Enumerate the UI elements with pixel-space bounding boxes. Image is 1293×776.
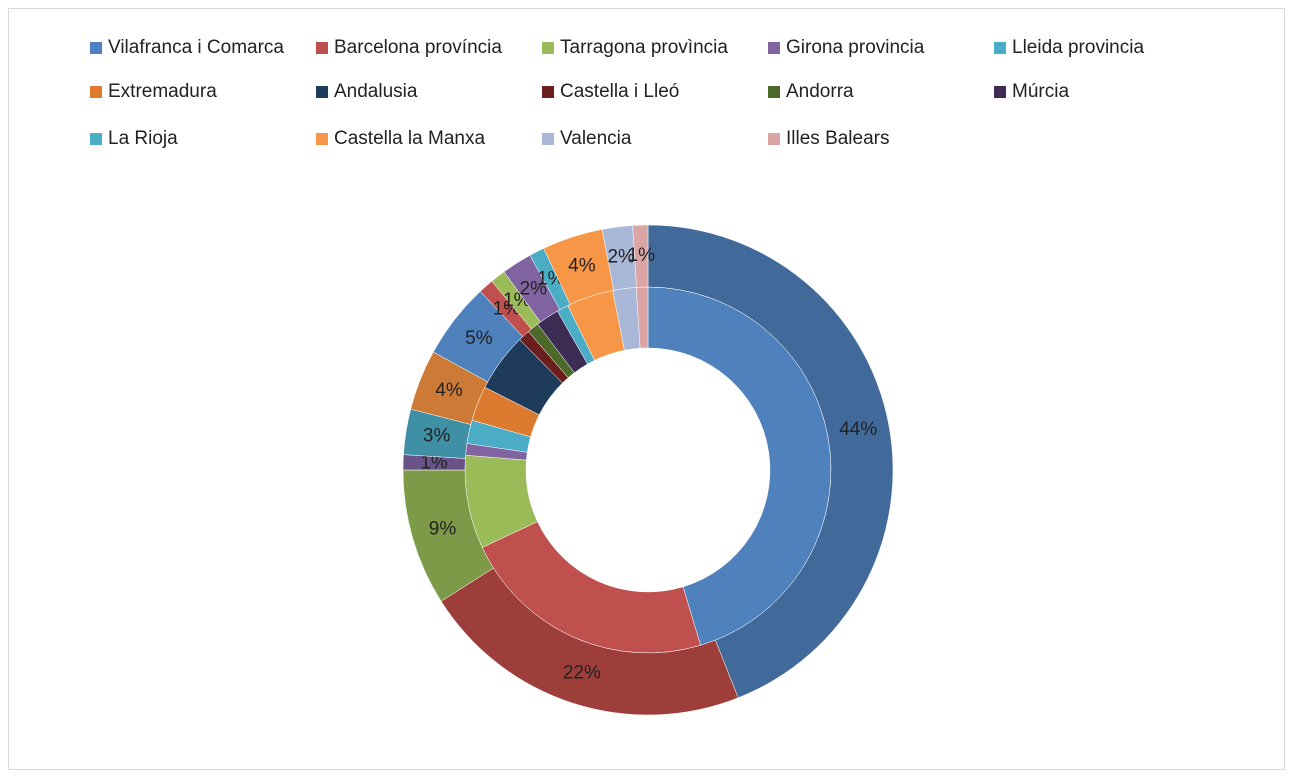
legend-swatch <box>768 86 780 98</box>
legend-swatch <box>994 86 1006 98</box>
legend-label: Lleida provincia <box>1012 37 1144 58</box>
legend-label: Extremadura <box>108 81 217 102</box>
legend-swatch <box>768 133 780 145</box>
legend-label: Castella la Manxa <box>334 128 485 149</box>
data-label: 4% <box>568 255 596 276</box>
data-label: 2% <box>520 278 548 299</box>
data-label: 4% <box>435 380 463 401</box>
legend-label: Barcelona província <box>334 37 502 58</box>
legend-swatch <box>90 133 102 145</box>
data-label: 22% <box>563 663 601 684</box>
data-label: 1% <box>628 245 656 266</box>
data-label: 3% <box>423 426 451 447</box>
legend-label: Illes Balears <box>786 128 890 149</box>
legend-swatch <box>90 86 102 98</box>
legend-label: Tarragona provìncia <box>560 37 728 58</box>
legend-swatch <box>768 42 780 54</box>
legend-label: Girona provincia <box>786 37 925 58</box>
doughnut-segment <box>632 224 649 288</box>
legend-label: Valencia <box>560 128 632 149</box>
legend-swatch <box>316 86 328 98</box>
legend-swatch <box>316 42 328 54</box>
data-label: 1% <box>420 452 448 473</box>
legend-swatch <box>542 42 554 54</box>
data-label: 5% <box>465 328 493 349</box>
legend-label: Vilafranca i Comarca <box>108 37 284 58</box>
legend-swatch <box>542 86 554 98</box>
data-label: 9% <box>429 519 457 540</box>
legend-swatch <box>316 133 328 145</box>
doughnut-segment <box>647 224 894 699</box>
legend-label: Múrcia <box>1012 81 1069 102</box>
data-label: 44% <box>839 419 877 440</box>
legend-label: Castella i Lleó <box>560 81 679 102</box>
legend-label: Andorra <box>786 81 854 102</box>
legend-swatch <box>994 42 1006 54</box>
data-label: 2% <box>607 247 635 268</box>
legend-swatch <box>90 42 102 54</box>
legend-label: Andalusia <box>334 81 418 102</box>
legend-label: La Rioja <box>108 128 178 149</box>
legend-swatch <box>542 133 554 145</box>
